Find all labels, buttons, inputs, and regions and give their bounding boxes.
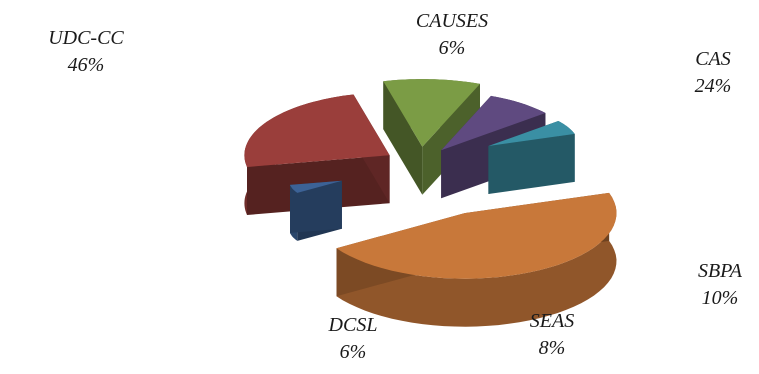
pie-slice-side bbox=[290, 180, 342, 233]
slice-value-cas: 24% bbox=[695, 75, 732, 97]
pie-slice-top bbox=[290, 180, 342, 193]
pie-slice-dcsl bbox=[488, 121, 575, 194]
pie-slice-top bbox=[441, 95, 546, 151]
slice-label-seas: SEAS bbox=[530, 310, 574, 332]
slice-value-sbpa: 10% bbox=[702, 287, 739, 309]
slice-label-dcsl: DCSL bbox=[328, 314, 378, 336]
slice-label-causes: CAUSES bbox=[416, 10, 488, 32]
pie-slice-side bbox=[422, 83, 480, 195]
slice-value-causes: 6% bbox=[439, 37, 466, 59]
pie-slice-causes bbox=[290, 180, 342, 241]
slice-label-sbpa: SBPA bbox=[698, 260, 743, 282]
pie-slice-top bbox=[488, 121, 575, 146]
pie-slice-wall bbox=[336, 192, 617, 327]
slice-value-udc-cc: 46% bbox=[68, 54, 105, 76]
pie-slice-side bbox=[488, 133, 575, 194]
slice-label-cas: CAS bbox=[695, 48, 731, 70]
slices-layer bbox=[244, 79, 617, 327]
slice-value-seas: 8% bbox=[539, 337, 566, 359]
labels-layer: UDC-CC 46% CAUSES 6% CAS 24% SBPA 10% SEAS 8% DCSL… bbox=[48, 10, 743, 363]
pie-slice-side bbox=[383, 81, 423, 195]
slice-value-dcsl: 6% bbox=[340, 341, 367, 363]
pie-slice-udc-cc bbox=[336, 192, 617, 327]
pie-slice-top bbox=[244, 94, 390, 167]
slice-label-udc-cc: UDC-CC bbox=[48, 27, 124, 49]
pie-slice-top bbox=[336, 192, 617, 279]
pie-slice-top bbox=[383, 79, 480, 147]
pie-slice-sbpa bbox=[383, 79, 480, 195]
